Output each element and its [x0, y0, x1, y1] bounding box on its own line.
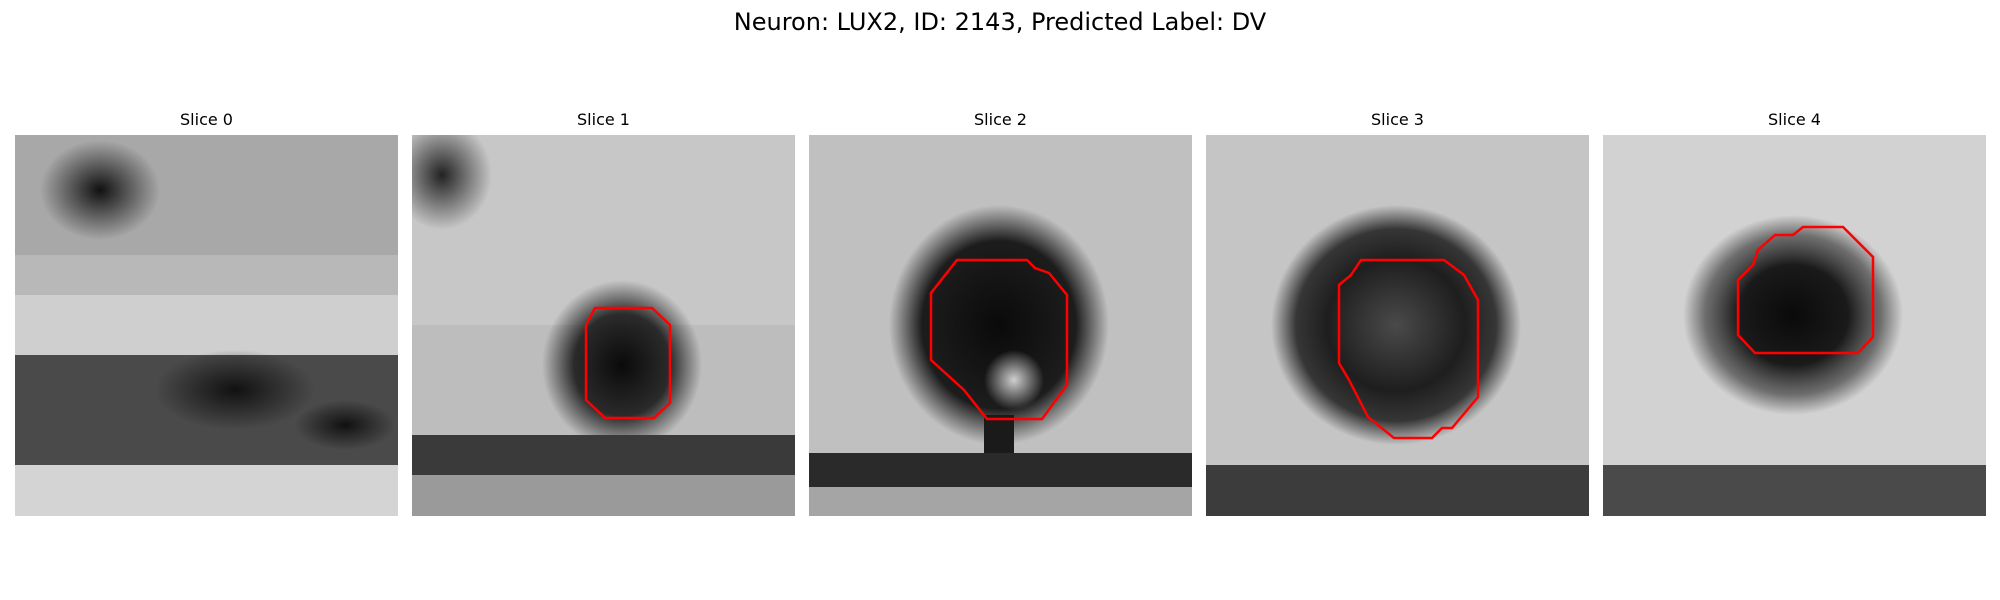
panel-slice-1: Slice 1	[412, 110, 795, 516]
contour	[1736, 225, 1875, 355]
panel-slice-3: Slice 3	[1206, 110, 1589, 516]
slice-image	[1206, 135, 1589, 516]
contour	[929, 258, 1069, 421]
panel-title: Slice 1	[577, 110, 630, 129]
panel-title: Slice 3	[1371, 110, 1424, 129]
slice-image	[15, 135, 398, 516]
slice-image	[412, 135, 795, 516]
slice-image	[809, 135, 1192, 516]
figure-title: Neuron: LUX2, ID: 2143, Predicted Label:…	[733, 8, 1267, 36]
panel-slice-0: Slice 0	[15, 110, 398, 516]
panel-title: Slice 0	[180, 110, 233, 129]
panel-slice-2: Slice 2	[809, 110, 1192, 516]
contour	[584, 306, 672, 420]
slice-image	[1603, 135, 1986, 516]
contour	[1337, 258, 1480, 440]
panel-title: Slice 2	[974, 110, 1027, 129]
panel-title: Slice 4	[1768, 110, 1821, 129]
panel-slice-4: Slice 4	[1603, 110, 1986, 516]
